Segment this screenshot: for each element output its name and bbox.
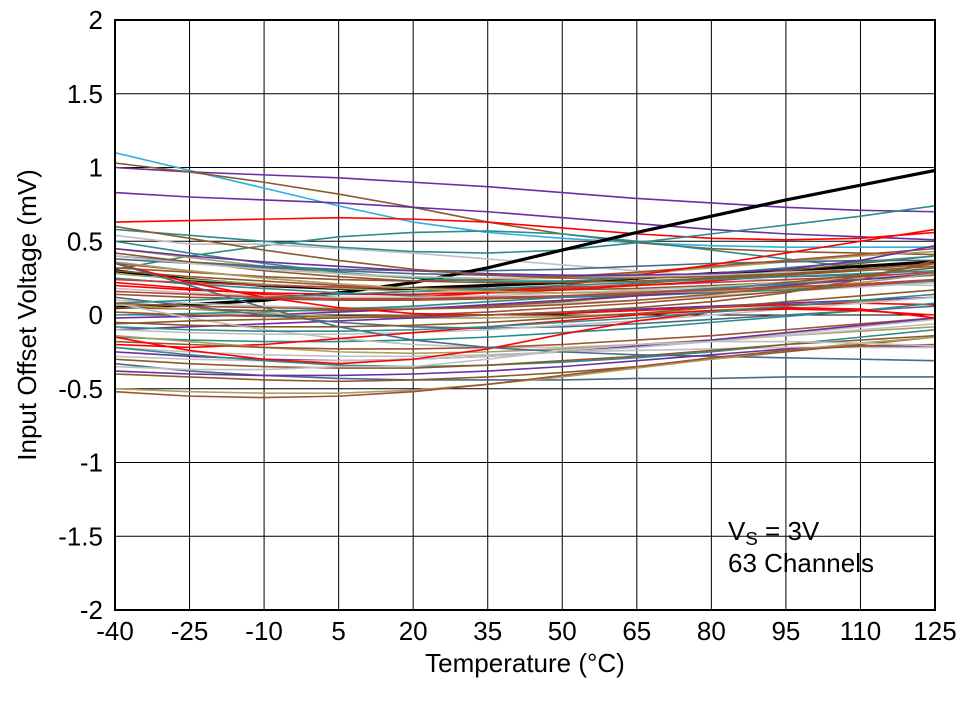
x-tick-label: -25 xyxy=(171,616,209,646)
y-tick-label: 1 xyxy=(89,153,103,183)
y-tick-label: 2 xyxy=(89,5,103,35)
x-tick-label: 95 xyxy=(771,616,800,646)
x-tick-label: 5 xyxy=(331,616,345,646)
x-tick-label: 110 xyxy=(840,616,881,646)
x-tick-label: 80 xyxy=(697,616,726,646)
y-tick-label: 0 xyxy=(89,300,103,330)
annotation-line-1: VS = 3V xyxy=(728,516,820,549)
x-tick-label: 50 xyxy=(548,616,577,646)
offset-voltage-chart: -40-25-105203550658095110125-2-1.5-1-0.5… xyxy=(0,0,966,701)
y-tick-label: -1 xyxy=(80,448,103,478)
y-tick-label: -2 xyxy=(80,595,103,625)
x-tick-label: 20 xyxy=(399,616,428,646)
annotation-line-2: 63 Channels xyxy=(728,548,874,578)
y-tick-label: -0.5 xyxy=(58,374,103,404)
y-tick-label: 0.5 xyxy=(67,226,103,256)
x-tick-label: -10 xyxy=(245,616,283,646)
x-axis-label: Temperature (°C) xyxy=(425,648,625,678)
chart-container: -40-25-105203550658095110125-2-1.5-1-0.5… xyxy=(0,0,966,701)
x-tick-label: 65 xyxy=(622,616,651,646)
y-tick-label: 1.5 xyxy=(67,79,103,109)
x-tick-label: 35 xyxy=(473,616,502,646)
y-axis-label: Input Offset Voltage (mV) xyxy=(12,169,42,460)
y-tick-label: -1.5 xyxy=(58,521,103,551)
x-tick-label: 125 xyxy=(913,616,956,646)
